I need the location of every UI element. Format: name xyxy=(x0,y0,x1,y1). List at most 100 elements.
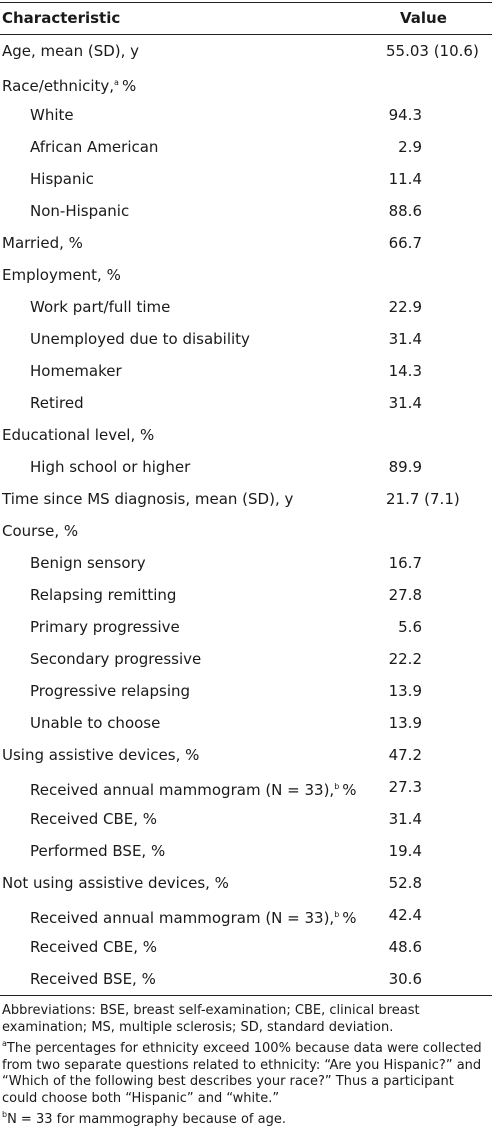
label-text: Progressive relapsing xyxy=(30,682,191,700)
label-cell: High school or higher xyxy=(30,451,190,483)
value-cell: 66.7 xyxy=(386,227,422,259)
table-row: Homemaker 14.3 xyxy=(0,355,492,387)
table-row: Time since MS diagnosis, mean (SD), y 21.… xyxy=(0,483,492,515)
value-cell: 27.3 xyxy=(386,771,422,803)
label-text: Retired xyxy=(30,394,84,412)
table-row: Received CBE, % 48.6 xyxy=(0,931,492,963)
value-text: 2.9 xyxy=(398,138,422,156)
value-cell: 30.6 xyxy=(386,963,422,995)
value-cell: 22.9 xyxy=(386,291,422,323)
label-text: Race/ethnicity, xyxy=(2,77,115,95)
value-cell: 13.9 xyxy=(386,707,422,739)
label-cell: Work part/full time xyxy=(30,291,170,323)
value-text: 27.8 xyxy=(388,586,422,604)
label-cell: Married, % xyxy=(2,227,83,259)
table-row: Employment, % xyxy=(0,259,492,291)
label-cell: Received annual mammogram (N = 33),b% xyxy=(30,899,357,934)
table-row: Unable to choose 13.9 xyxy=(0,707,492,739)
label-text: Educational level, % xyxy=(2,426,155,444)
label-cell: Received annual mammogram (N = 33),b% xyxy=(30,771,357,806)
label-cell: Time since MS diagnosis, mean (SD), y xyxy=(2,483,293,515)
value-cell: 16.7 xyxy=(386,547,422,579)
value-text: 89.9 xyxy=(388,458,422,476)
value-text: 88.6 xyxy=(388,202,422,220)
table-row: Unemployed due to disability 31.4 xyxy=(0,323,492,355)
table-row: Received annual mammogram (N = 33),b% 42.… xyxy=(0,899,492,931)
label-text: African American xyxy=(30,138,159,156)
label-cell: Race/ethnicity,a% xyxy=(2,67,136,102)
label-cell: Educational level, % xyxy=(2,419,154,451)
table-row: Primary progressive 5.6 xyxy=(0,611,492,643)
table-row: Progressive relapsing 13.9 xyxy=(0,675,492,707)
value-cell: 14.3 xyxy=(386,355,422,387)
value-text: 19.4 xyxy=(388,842,422,860)
value-text: 48.6 xyxy=(388,938,422,956)
label-cell: Unemployed due to disability xyxy=(30,323,250,355)
value-text: 66.7 xyxy=(388,234,422,252)
label-text: Non-Hispanic xyxy=(30,202,130,220)
table-row: Relapsing remitting 27.8 xyxy=(0,579,492,611)
value-text: 13.9 xyxy=(388,682,422,700)
value-cell: 31.4 xyxy=(386,803,422,835)
value-text: 94.3 xyxy=(388,106,422,124)
table-row: Hispanic 11.4 xyxy=(0,163,492,195)
label-text: Performed BSE, % xyxy=(30,842,166,860)
value-text: 31.4 xyxy=(388,330,422,348)
label-text: Received annual mammogram (N = 33), xyxy=(30,909,335,927)
value-text: 31.4 xyxy=(388,394,422,412)
label-text: Primary progressive xyxy=(30,618,180,636)
footnote-mark: b xyxy=(2,1110,8,1119)
value-text: 14.3 xyxy=(388,362,422,380)
label-text: Received BSE, % xyxy=(30,970,156,988)
value-cell: 94.3 xyxy=(386,99,422,131)
label-cell: Not using assistive devices, % xyxy=(2,867,229,899)
label-text: Received CBE, % xyxy=(30,810,158,828)
label-text: Received CBE, % xyxy=(30,938,158,956)
label-text: Age, mean (SD), y xyxy=(2,42,140,60)
value-cell: 55.03 (10.6) xyxy=(386,35,479,67)
value-text: 21.7 (7.1) xyxy=(386,490,460,508)
value-cell: 88.6 xyxy=(386,195,422,227)
value-text: 16.7 xyxy=(388,554,422,572)
value-cell: 2.9 xyxy=(386,131,422,163)
table-row: Using assistive devices, % 47.2 xyxy=(0,739,492,771)
table-row: Retired 31.4 xyxy=(0,387,492,419)
value-text: 31.4 xyxy=(388,810,422,828)
table-row: Non-Hispanic 88.6 xyxy=(0,195,492,227)
value-text: 55.03 (10.6) xyxy=(386,42,479,60)
footnote-text: The percentages for ethnicity exceed 100… xyxy=(2,1041,482,1106)
footnotes: Abbreviations: BSE, breast self-examinat… xyxy=(2,1003,490,1129)
table-row: Work part/full time 22.9 xyxy=(0,291,492,323)
header-row: Characteristic Value xyxy=(0,3,492,35)
value-cell: 21.7 (7.1) xyxy=(386,483,460,515)
value-cell: 52.8 xyxy=(386,867,422,899)
value-text: 13.9 xyxy=(388,714,422,732)
label-cell: Benign sensory xyxy=(30,547,146,579)
table-row: Benign sensory 16.7 xyxy=(0,547,492,579)
label-text: Course, % xyxy=(2,522,79,540)
label-unit: % xyxy=(342,781,357,799)
table-row: Performed BSE, % 19.4 xyxy=(0,835,492,867)
value-cell: 42.4 xyxy=(386,899,422,931)
value-cell: 13.9 xyxy=(386,675,422,707)
label-text: White xyxy=(30,106,74,124)
table-row: Received BSE, % 30.6 xyxy=(0,963,492,995)
value-text: 52.8 xyxy=(388,874,422,892)
footnote-mark: b xyxy=(334,910,340,919)
label-cell: Homemaker xyxy=(30,355,122,387)
footnote: Abbreviations: BSE, breast self-examinat… xyxy=(2,1003,490,1036)
footnote-mark: b xyxy=(334,782,340,791)
label-text: Employment, % xyxy=(2,266,121,284)
label-cell: Primary progressive xyxy=(30,611,180,643)
table-row: Received CBE, % 31.4 xyxy=(0,803,492,835)
value-cell: 47.2 xyxy=(386,739,422,771)
label-cell: Performed BSE, % xyxy=(30,835,165,867)
label-text: Received annual mammogram (N = 33), xyxy=(30,781,335,799)
label-cell: Age, mean (SD), y xyxy=(2,35,139,67)
label-cell: Employment, % xyxy=(2,259,121,291)
table-row: Race/ethnicity,a% xyxy=(0,67,492,99)
value-text: 42.4 xyxy=(388,906,422,924)
label-text: Unemployed due to disability xyxy=(30,330,250,348)
label-unit: % xyxy=(342,909,357,927)
label-text: Hispanic xyxy=(30,170,94,188)
